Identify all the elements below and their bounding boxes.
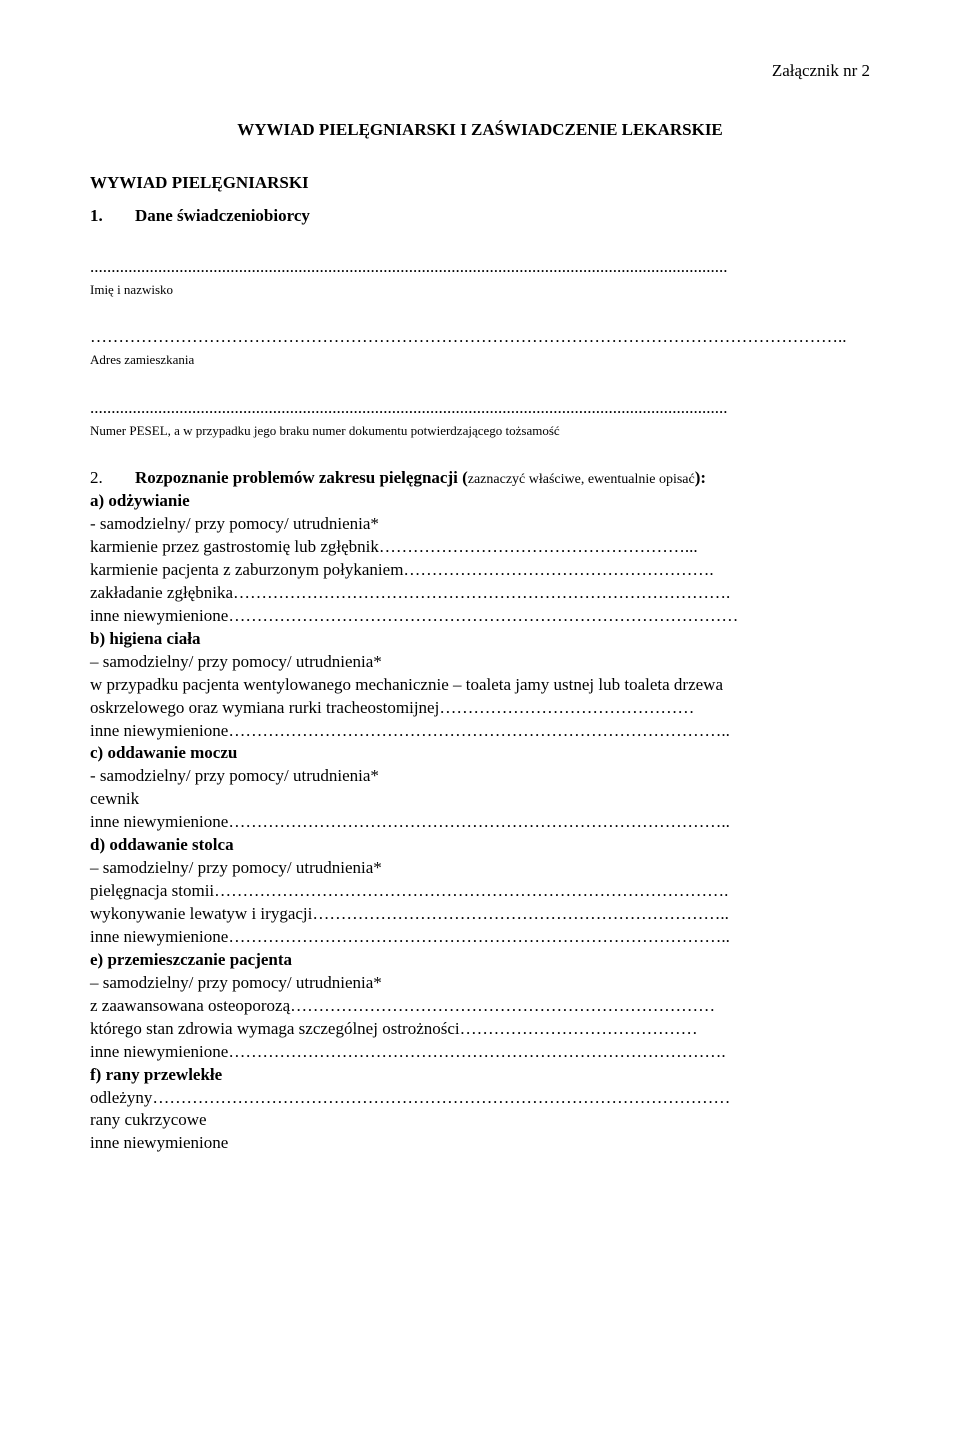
q2a-line: - samodzielny/ przy pomocy/ utrudnienia* xyxy=(90,513,870,536)
q2e-line: – samodzielny/ przy pomocy/ utrudnienia* xyxy=(90,972,870,995)
q2e-label: e) przemieszczanie pacjenta xyxy=(90,949,870,972)
q2-number: 2. xyxy=(90,467,135,490)
q2b-line: – samodzielny/ przy pomocy/ utrudnienia* xyxy=(90,651,870,674)
q1-field-pesel: ........................................… xyxy=(90,397,870,439)
q2a-label: a) odżywianie xyxy=(90,490,870,513)
q2e-line: z zaawansowana osteoporozą……………………………………… xyxy=(90,995,870,1018)
q2d-line: inne niewymienione…………………………………………………………… xyxy=(90,926,870,949)
label-pesel: Numer PESEL, a w przypadku jego braku nu… xyxy=(90,422,870,440)
q2a-line: inne niewymienione…………………………………………………………… xyxy=(90,605,870,628)
q2d-line: – samodzielny/ przy pomocy/ utrudnienia* xyxy=(90,857,870,880)
q2f-label: f) rany przewlekłe xyxy=(90,1064,870,1087)
q2d-line: pielęgnacja stomii…………………………………………………………… xyxy=(90,880,870,903)
q2f-line: inne niewymienione xyxy=(90,1132,870,1155)
q2c-label: c) oddawanie moczu xyxy=(90,742,870,765)
main-title: WYWIAD PIELĘGNIARSKI I ZAŚWIADCZENIE LEK… xyxy=(90,119,870,142)
q1-title: Dane świadczeniobiorcy xyxy=(135,206,310,225)
dotted-line: ........................................… xyxy=(90,256,870,279)
q2e-line: którego stan zdrowia wymaga szczególnej … xyxy=(90,1018,870,1041)
q2d-line: wykonywanie lewatyw i irygacji…………………………… xyxy=(90,903,870,926)
q2-heading: 2.Rozpoznanie problemów zakresu pielęgna… xyxy=(90,467,870,490)
label-address: Adres zamieszkania xyxy=(90,351,870,369)
attachment-label: Załącznik nr 2 xyxy=(90,60,870,83)
q1-field-name: ........................................… xyxy=(90,256,870,298)
q2a-line: karmienie pacjenta z zaburzonym połykani… xyxy=(90,559,870,582)
label-name: Imię i nazwisko xyxy=(90,281,870,299)
q2-intro-small: zaznaczyć właściwe, ewentualnie opisać xyxy=(468,472,695,487)
q1-heading: 1.Dane świadczeniobiorcy xyxy=(90,205,870,228)
dotted-line: ........................................… xyxy=(90,397,870,420)
q2f-line: rany cukrzycowe xyxy=(90,1109,870,1132)
q2a-line: zakładanie zgłębnika……………………………………………………… xyxy=(90,582,870,605)
q2b-line: w przypadku pacjenta wentylowanego mecha… xyxy=(90,674,870,697)
section-heading: WYWIAD PIELĘGNIARSKI xyxy=(90,172,870,195)
q2d-label: d) oddawanie stolca xyxy=(90,834,870,857)
q2f-line: odleżyny……………………………………………………………………………………… xyxy=(90,1087,870,1110)
q2a-line: karmienie przez gastrostomię lub zgłębni… xyxy=(90,536,870,559)
q2-intro-bold: Rozpoznanie problemów zakresu pielęgnacj… xyxy=(135,468,468,487)
q1-number: 1. xyxy=(90,205,135,228)
q2b-line: inne niewymienione…………………………………………………………… xyxy=(90,720,870,743)
q2c-line: inne niewymienione…………………………………………………………… xyxy=(90,811,870,834)
q2e-line: inne niewymienione…………………………………………………………… xyxy=(90,1041,870,1064)
q2c-line: - samodzielny/ przy pomocy/ utrudnienia* xyxy=(90,765,870,788)
q2-intro-close: ): xyxy=(695,468,706,487)
dotted-line: …………………………………………………………………………………………………………… xyxy=(90,326,870,349)
q2b-label: b) higiena ciała xyxy=(90,628,870,651)
q2c-line: cewnik xyxy=(90,788,870,811)
q1-field-address: …………………………………………………………………………………………………………… xyxy=(90,326,870,368)
q2b-line: oskrzelowego oraz wymiana rurki tracheos… xyxy=(90,697,870,720)
